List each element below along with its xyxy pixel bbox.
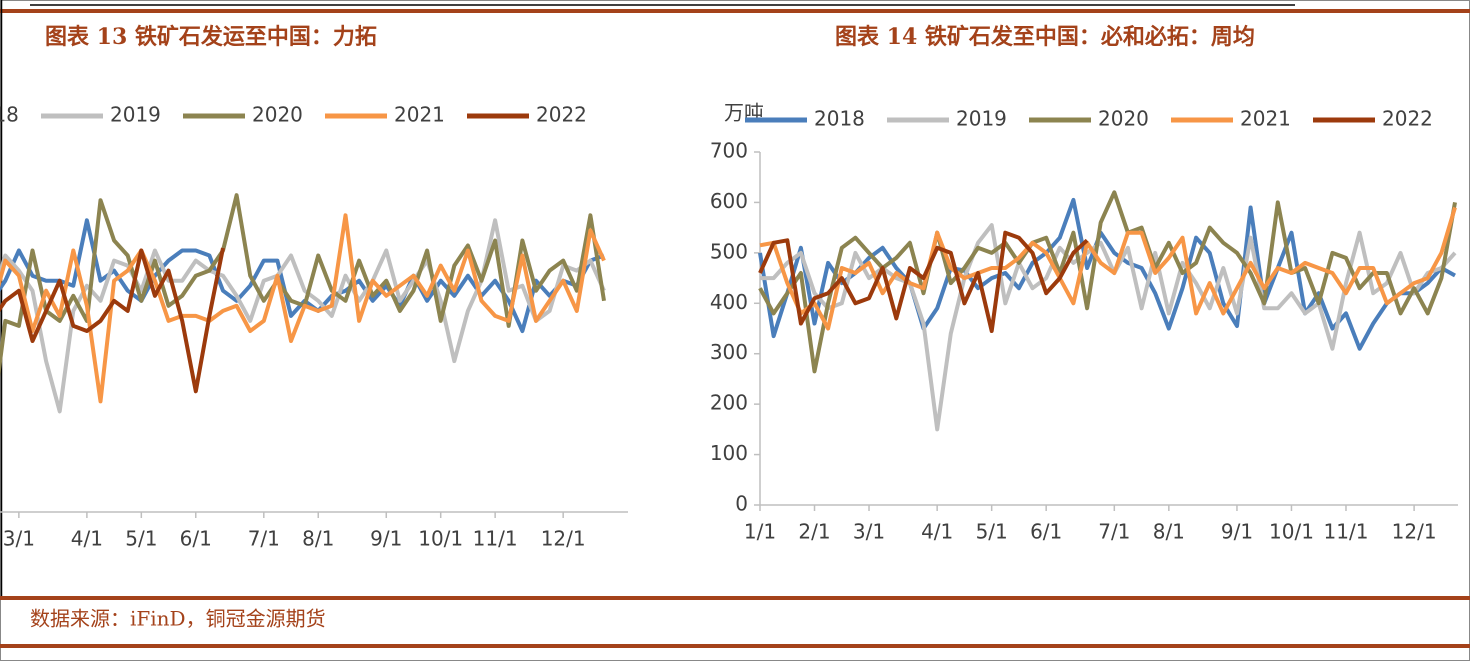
series-line [760,223,1457,432]
x-tick-label: 12/1 [1392,520,1437,544]
x-tick-label: 2/1 [798,520,830,544]
series-line [0,247,225,394]
x-tick-label: 3/1 [853,520,885,544]
y-tick-label: 600 [710,189,748,213]
series-line [0,213,606,404]
x-tick-label: 11/1 [1324,520,1369,544]
x-tick-label: 5/1 [976,520,1008,544]
chart-title: 图表 14 铁矿石发至中国：必和必拓：周均 [835,24,1255,50]
legend-label: 2020 [1098,107,1149,131]
y-tick-label: 300 [710,340,748,364]
x-tick-label: 7/1 [248,527,280,551]
y-tick-label: 0 [735,492,748,516]
x-tick-label: 4/1 [921,520,953,544]
legend-label: 2019 [956,107,1007,131]
x-tick-label: 9/1 [1221,520,1253,544]
y-tick-label: 400 [710,290,748,314]
legend-label: 2021 [1240,107,1291,131]
top-band [0,9,1470,13]
x-tick-label: 6/1 [180,527,212,551]
x-tick-label: 9/1 [370,527,402,551]
x-tick-label: 5/1 [125,527,157,551]
source-note: 数据来源：iFinD，铜冠金源期货 [30,607,326,631]
series-line [0,218,605,333]
x-tick-label: 8/1 [1153,520,1185,544]
bottom-band [0,644,1470,648]
legend-label: 2020 [252,103,303,127]
x-tick-label: 6/1 [1030,520,1062,544]
x-tick-label: 7/1 [1098,520,1130,544]
chart-title: 图表 13 铁矿石发运至中国：力拓 [45,24,377,50]
legend-label: 2022 [536,103,587,127]
legend-label: 2022 [1382,107,1433,131]
x-tick-label: 8/1 [302,527,334,551]
legend-label: 2018 [0,103,19,127]
series-line [0,193,606,378]
series-line [758,190,1457,374]
y-tick-label: 500 [710,239,748,263]
footer-band [0,596,1470,600]
legend-label: 2019 [110,103,161,127]
series-line [759,206,1457,331]
series-line [758,230,1089,333]
y-tick-label: 700 [710,139,748,163]
y-tick-label: 200 [710,391,748,415]
x-tick-label: 4/1 [71,527,103,551]
series-line [758,197,1456,351]
x-tick-label: 10/1 [418,527,463,551]
legend-label: 2021 [394,103,445,127]
x-tick-label: 10/1 [1269,520,1314,544]
x-tick-label: 1/1 [744,520,776,544]
x-tick-label: 3/1 [3,527,35,551]
x-tick-label: 11/1 [473,527,518,551]
y-tick-label: 100 [710,441,748,465]
x-tick-label: 12/1 [541,527,586,551]
legend-label: 2018 [814,107,865,131]
